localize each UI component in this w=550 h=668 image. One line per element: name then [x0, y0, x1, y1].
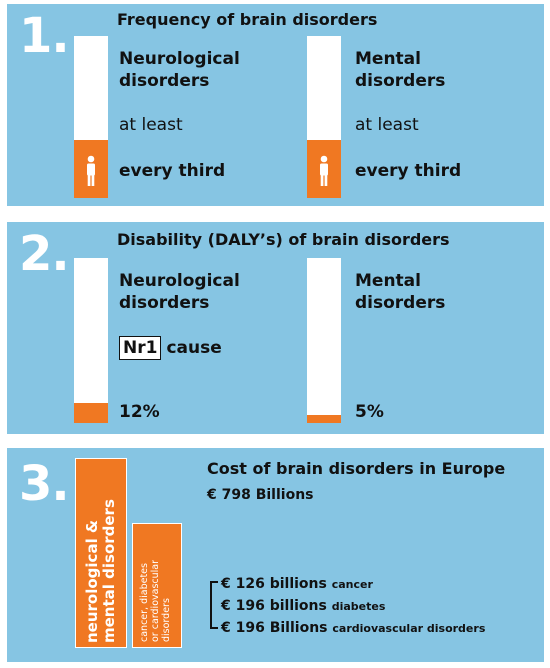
bar-fill: [74, 403, 108, 423]
daly-value: 12%: [119, 402, 160, 422]
mental-daly-bar: [307, 258, 341, 423]
mental-frequency-bar: [307, 36, 341, 198]
frequency-value: every third: [119, 161, 226, 181]
cost-category: diabetes: [331, 600, 386, 613]
frequency-panel: 1. Frequency of brain disorders Neurolog…: [7, 4, 544, 206]
neurological-daly-bar: [74, 258, 108, 423]
rank-badge-box: Nr1: [119, 336, 162, 360]
qualifier-text: at least: [119, 115, 183, 135]
qualifier-text: at least: [355, 115, 419, 135]
person-icon: [87, 155, 95, 186]
cost-panel: 3. neurological & mental disorders cance…: [7, 448, 544, 662]
section-number: 3.: [19, 456, 70, 512]
bar-label: cancer, diabetes or cardiovascular disor…: [139, 559, 172, 642]
bar-label: neurological & mental disorders: [83, 499, 118, 643]
section-title: Disability (DALY’s) of brain disorders: [117, 230, 450, 249]
cost-amount: € 196 Billions: [221, 620, 328, 636]
person-icon: [320, 155, 328, 186]
neurological-frequency-bar: [74, 36, 108, 198]
cost-category: cancer: [331, 578, 373, 591]
cost-line: € 126 billions cancer: [221, 576, 373, 592]
section-title: Frequency of brain disorders: [117, 10, 378, 29]
neurological-label: Neurological disorders: [119, 271, 240, 313]
rank-badge-suffix: cause: [166, 338, 222, 358]
section-number: 1.: [19, 8, 70, 64]
neurological-label: Neurological disorders: [119, 49, 240, 91]
disability-panel: 2. Disability (DALY’s) of brain disorder…: [7, 222, 544, 434]
frequency-value: every third: [355, 161, 462, 181]
mental-label: Mental disorders: [355, 49, 446, 91]
bar-fill: [74, 140, 108, 198]
mental-label: Mental disorders: [355, 271, 446, 313]
brain-disorders-cost-bar: neurological & mental disorders: [75, 458, 127, 648]
bar-fill: [307, 415, 341, 423]
bracket: [210, 581, 218, 629]
total-cost: € 798 Billions: [207, 487, 314, 503]
other-disorders-cost-bar: cancer, diabetes or cardiovascular disor…: [132, 523, 182, 648]
cost-amount: € 126 billions: [221, 576, 327, 592]
bar-fill: [307, 140, 341, 198]
cost-line: € 196 billions diabetes: [221, 598, 385, 614]
section-title: Cost of brain disorders in Europe: [207, 459, 506, 478]
cost-line: € 196 Billions cardiovascular disorders: [221, 620, 485, 636]
cost-category: cardiovascular disorders: [332, 622, 486, 635]
daly-value: 5%: [355, 402, 384, 422]
rank-badge: Nr1 cause: [119, 336, 222, 360]
cost-amount: € 196 billions: [221, 598, 327, 614]
section-number: 2.: [19, 226, 70, 282]
